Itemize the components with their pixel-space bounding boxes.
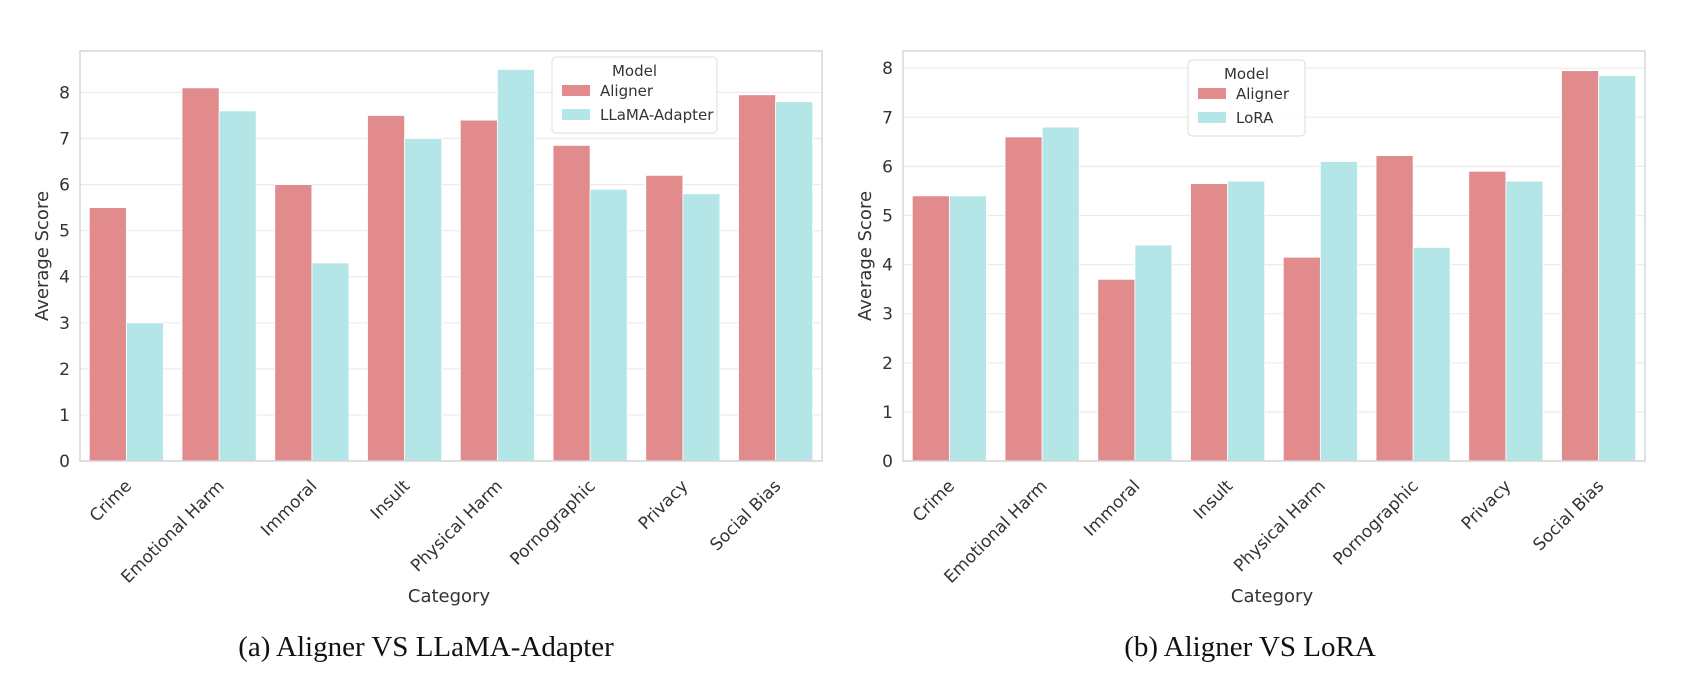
bar-llama-adapter-physical-harm	[496, 69, 535, 462]
bar-llama-adapter-insult	[404, 138, 443, 462]
bar-aligner-immoral	[1097, 278, 1136, 462]
bar-aligner-privacy	[645, 174, 684, 462]
y-tick-label: 8	[59, 83, 70, 103]
x-tick-label: Crime	[86, 476, 136, 526]
bar-lora-social-bias	[1598, 75, 1637, 462]
figure-caption: (a) Aligner VS LLaMA-Adapter	[238, 631, 614, 663]
y-tick-label: 3	[59, 314, 70, 334]
x-tick-label: Pornographic	[1329, 476, 1422, 569]
plot-frame	[902, 50, 1646, 462]
legend-label: LoRA	[1236, 109, 1274, 127]
bar-aligner-privacy	[1468, 170, 1507, 462]
x-tick-label: Physical Harm	[407, 476, 507, 576]
legend-title: Model	[1224, 65, 1269, 83]
x-tick-label: Physical Harm	[1230, 476, 1330, 576]
y-tick-label: 2	[882, 354, 893, 374]
bar-llama-adapter-immoral	[311, 262, 350, 462]
y-tick-label: 6	[59, 176, 70, 196]
x-tick-label: Immoral	[1080, 476, 1144, 540]
x-tick-label: Insult	[367, 476, 414, 523]
x-tick-label: Emotional Harm	[940, 476, 1051, 587]
y-tick-label: 5	[882, 206, 893, 226]
bar-aligner-physical-harm	[1282, 256, 1321, 462]
legend: Model Aligner LLaMA-Adapter	[551, 56, 718, 134]
bar-lora-pornographic	[1412, 247, 1451, 462]
bar-lora-insult	[1227, 180, 1266, 462]
y-tick-label: 4	[59, 268, 70, 288]
y-tick-label: 1	[882, 403, 893, 423]
bar-aligner-crime	[911, 195, 950, 462]
bar-lora-physical-harm	[1319, 161, 1358, 462]
y-tick-label: 0	[59, 452, 70, 472]
y-tick-label: 7	[59, 130, 70, 150]
legend: Model Aligner LoRA	[1187, 59, 1306, 137]
x-tick-label: Immoral	[257, 476, 321, 540]
y-tick-label: 1	[59, 406, 70, 426]
bar-aligner-pornographic	[552, 145, 591, 462]
y-tick-label: 0	[882, 452, 893, 472]
bar-llama-adapter-emotional-harm	[218, 110, 257, 462]
x-tick-label: Crime	[909, 476, 959, 526]
y-tick-label: 4	[882, 256, 893, 276]
legend-swatch	[562, 85, 590, 96]
legend-label: LLaMA-Adapter	[600, 106, 714, 124]
legend-swatch	[1198, 112, 1226, 123]
bar-lora-privacy	[1505, 180, 1544, 462]
legend-label: Aligner	[1236, 85, 1290, 103]
x-tick-label: Emotional Harm	[117, 476, 228, 587]
bar-llama-adapter-crime	[125, 322, 164, 462]
plot-frame	[79, 50, 823, 462]
bar-lora-immoral	[1134, 244, 1173, 462]
y-tick-label: 8	[882, 59, 893, 79]
bar-aligner-insult	[1190, 183, 1229, 462]
x-tick-label: Social Bias	[1529, 476, 1608, 555]
y-axis-label: Average Score	[855, 191, 876, 321]
x-tick-label: Privacy	[1458, 476, 1516, 534]
bar-llama-adapter-privacy	[682, 193, 721, 462]
bar-aligner-pornographic	[1375, 155, 1414, 462]
legend-label: Aligner	[600, 82, 654, 100]
bar-aligner-crime	[88, 207, 127, 462]
x-axis-label: Category	[1231, 586, 1314, 607]
y-tick-label: 3	[882, 305, 893, 325]
bar-aligner-social-bias	[1561, 70, 1600, 462]
y-axis-label: Average Score	[32, 191, 53, 321]
y-tick-label: 6	[882, 157, 893, 177]
bar-aligner-emotional-harm	[181, 87, 220, 462]
x-tick-label: Privacy	[635, 476, 693, 534]
bar-lora-emotional-harm	[1041, 126, 1080, 462]
legend-swatch	[1198, 88, 1226, 99]
legend-swatch	[562, 109, 590, 120]
bar-aligner-emotional-harm	[1004, 136, 1043, 462]
y-tick-label: 2	[59, 360, 70, 380]
bar-aligner-immoral	[274, 184, 313, 462]
y-tick-label: 5	[59, 222, 70, 242]
bar-aligner-insult	[367, 115, 406, 462]
x-tick-label: Pornographic	[506, 476, 599, 569]
legend-title: Model	[612, 62, 657, 80]
figure-caption: (b) Aligner VS LoRA	[1124, 631, 1376, 663]
bar-lora-crime	[948, 195, 987, 462]
bar-aligner-physical-harm	[459, 119, 498, 462]
legend-box	[551, 56, 718, 134]
x-tick-label: Insult	[1190, 476, 1237, 523]
x-axis-label: Category	[408, 586, 491, 607]
bar-llama-adapter-social-bias	[775, 101, 814, 462]
bar-aligner-social-bias	[738, 94, 777, 462]
x-tick-label: Social Bias	[706, 476, 785, 555]
bar-llama-adapter-pornographic	[589, 188, 628, 462]
y-tick-label: 7	[882, 108, 893, 128]
